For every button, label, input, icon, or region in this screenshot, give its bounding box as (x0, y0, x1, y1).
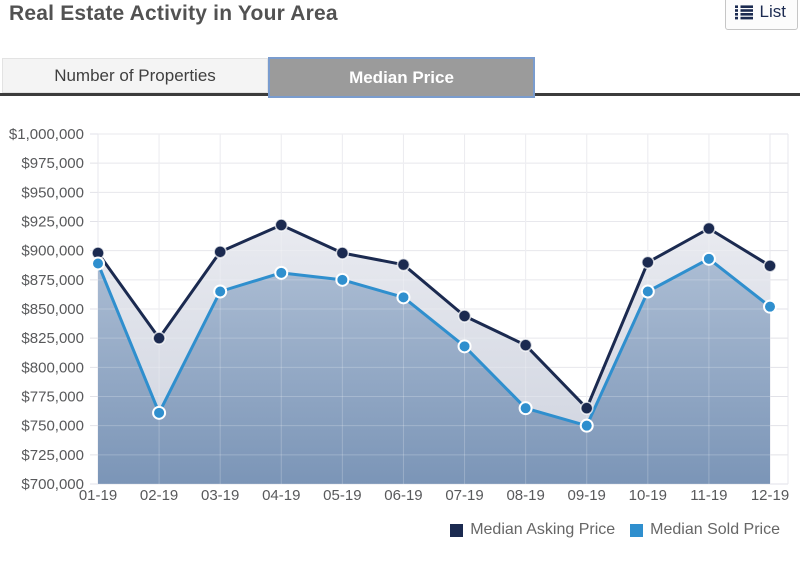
asking-price-point[interactable] (763, 259, 777, 273)
x-tick-label: 06-19 (384, 487, 422, 504)
asking-price-line (96, 223, 772, 410)
y-tick-label: $875,000 (21, 272, 84, 289)
asking-price-point[interactable] (457, 309, 472, 323)
asking-price-point[interactable] (518, 338, 533, 352)
x-tick-label: 12-19 (751, 487, 789, 504)
x-tick-label: 02-19 (140, 487, 178, 504)
asking-price-area (98, 225, 770, 484)
sold-price-line (96, 257, 772, 428)
y-tick-label: $750,000 (21, 418, 84, 435)
asking-price-swatch-icon (450, 523, 464, 537)
chart-legend: Median Asking Price Median Sold Price (450, 521, 780, 539)
legend-label-asking: Median Asking Price (470, 521, 616, 538)
tab-number-of-properties[interactable]: Number of Properties (2, 58, 268, 93)
legend-label-sold: Median Sold Price (650, 521, 780, 538)
asking-price-point[interactable] (91, 246, 105, 260)
y-tick-label: $700,000 (21, 476, 84, 493)
sold-price-point[interactable] (640, 284, 655, 299)
sold-price-point[interactable] (91, 256, 105, 271)
sold-price-point[interactable] (701, 251, 716, 266)
x-tick-label: 04-19 (262, 487, 300, 504)
x-tick-label: 03-19 (201, 487, 239, 504)
y-tick-label: $850,000 (21, 301, 84, 318)
x-tick-label: 05-19 (323, 487, 361, 504)
y-tick-label: $775,000 (21, 389, 84, 406)
asking-price-point[interactable] (335, 246, 350, 260)
x-tick-label: 07-19 (445, 487, 483, 504)
sold-price-point[interactable] (579, 418, 594, 433)
sold-price-point[interactable] (457, 339, 472, 354)
list-icon (734, 4, 753, 20)
grid-overlay (98, 133, 770, 485)
asking-price-point[interactable] (396, 257, 411, 272)
asking-price-point[interactable] (641, 255, 655, 270)
y-tick-label: $900,000 (21, 243, 84, 260)
asking-price-point[interactable] (579, 401, 594, 415)
sold-price-point[interactable] (396, 290, 411, 305)
y-tick-label: $950,000 (21, 184, 84, 201)
asking-price-point[interactable] (702, 221, 716, 236)
sold-price-point[interactable] (274, 265, 289, 280)
x-tick-label: 08-19 (506, 487, 544, 504)
sold-price-swatch-icon (630, 523, 644, 537)
asking-price-point[interactable] (152, 331, 166, 345)
grid (90, 133, 789, 485)
legend-item-asking: Median Asking Price (450, 521, 615, 539)
list-button-label: List (759, 2, 786, 21)
y-tick-label: $1,000,000 (9, 126, 84, 143)
asking-price-point[interactable] (213, 245, 227, 259)
legend-item-sold: Median Sold Price (630, 521, 780, 539)
page-title: Real Estate Activity in Your Area (9, 2, 338, 25)
sold-price-area (98, 258, 770, 484)
y-tick-label: $975,000 (21, 155, 84, 172)
y-tick-label: $725,000 (21, 447, 84, 464)
sold-price-point[interactable] (335, 272, 350, 287)
sold-price-point[interactable] (152, 405, 167, 420)
x-tick-label: 01-19 (79, 487, 117, 504)
x-tick-label: 10-19 (629, 487, 667, 504)
x-tick-label: 09-19 (568, 487, 606, 504)
list-view-button[interactable]: List (724, 0, 798, 30)
tab-median-price[interactable]: Median Price (268, 57, 535, 98)
sold-price-point[interactable] (518, 401, 533, 416)
sold-price-point[interactable] (213, 284, 228, 299)
sold-price-point[interactable] (763, 299, 777, 314)
y-tick-label: $925,000 (21, 214, 84, 231)
x-tick-label: 11-19 (690, 487, 727, 504)
y-tick-label: $800,000 (21, 359, 84, 376)
asking-price-point[interactable] (274, 218, 289, 232)
y-tick-label: $825,000 (21, 330, 84, 347)
